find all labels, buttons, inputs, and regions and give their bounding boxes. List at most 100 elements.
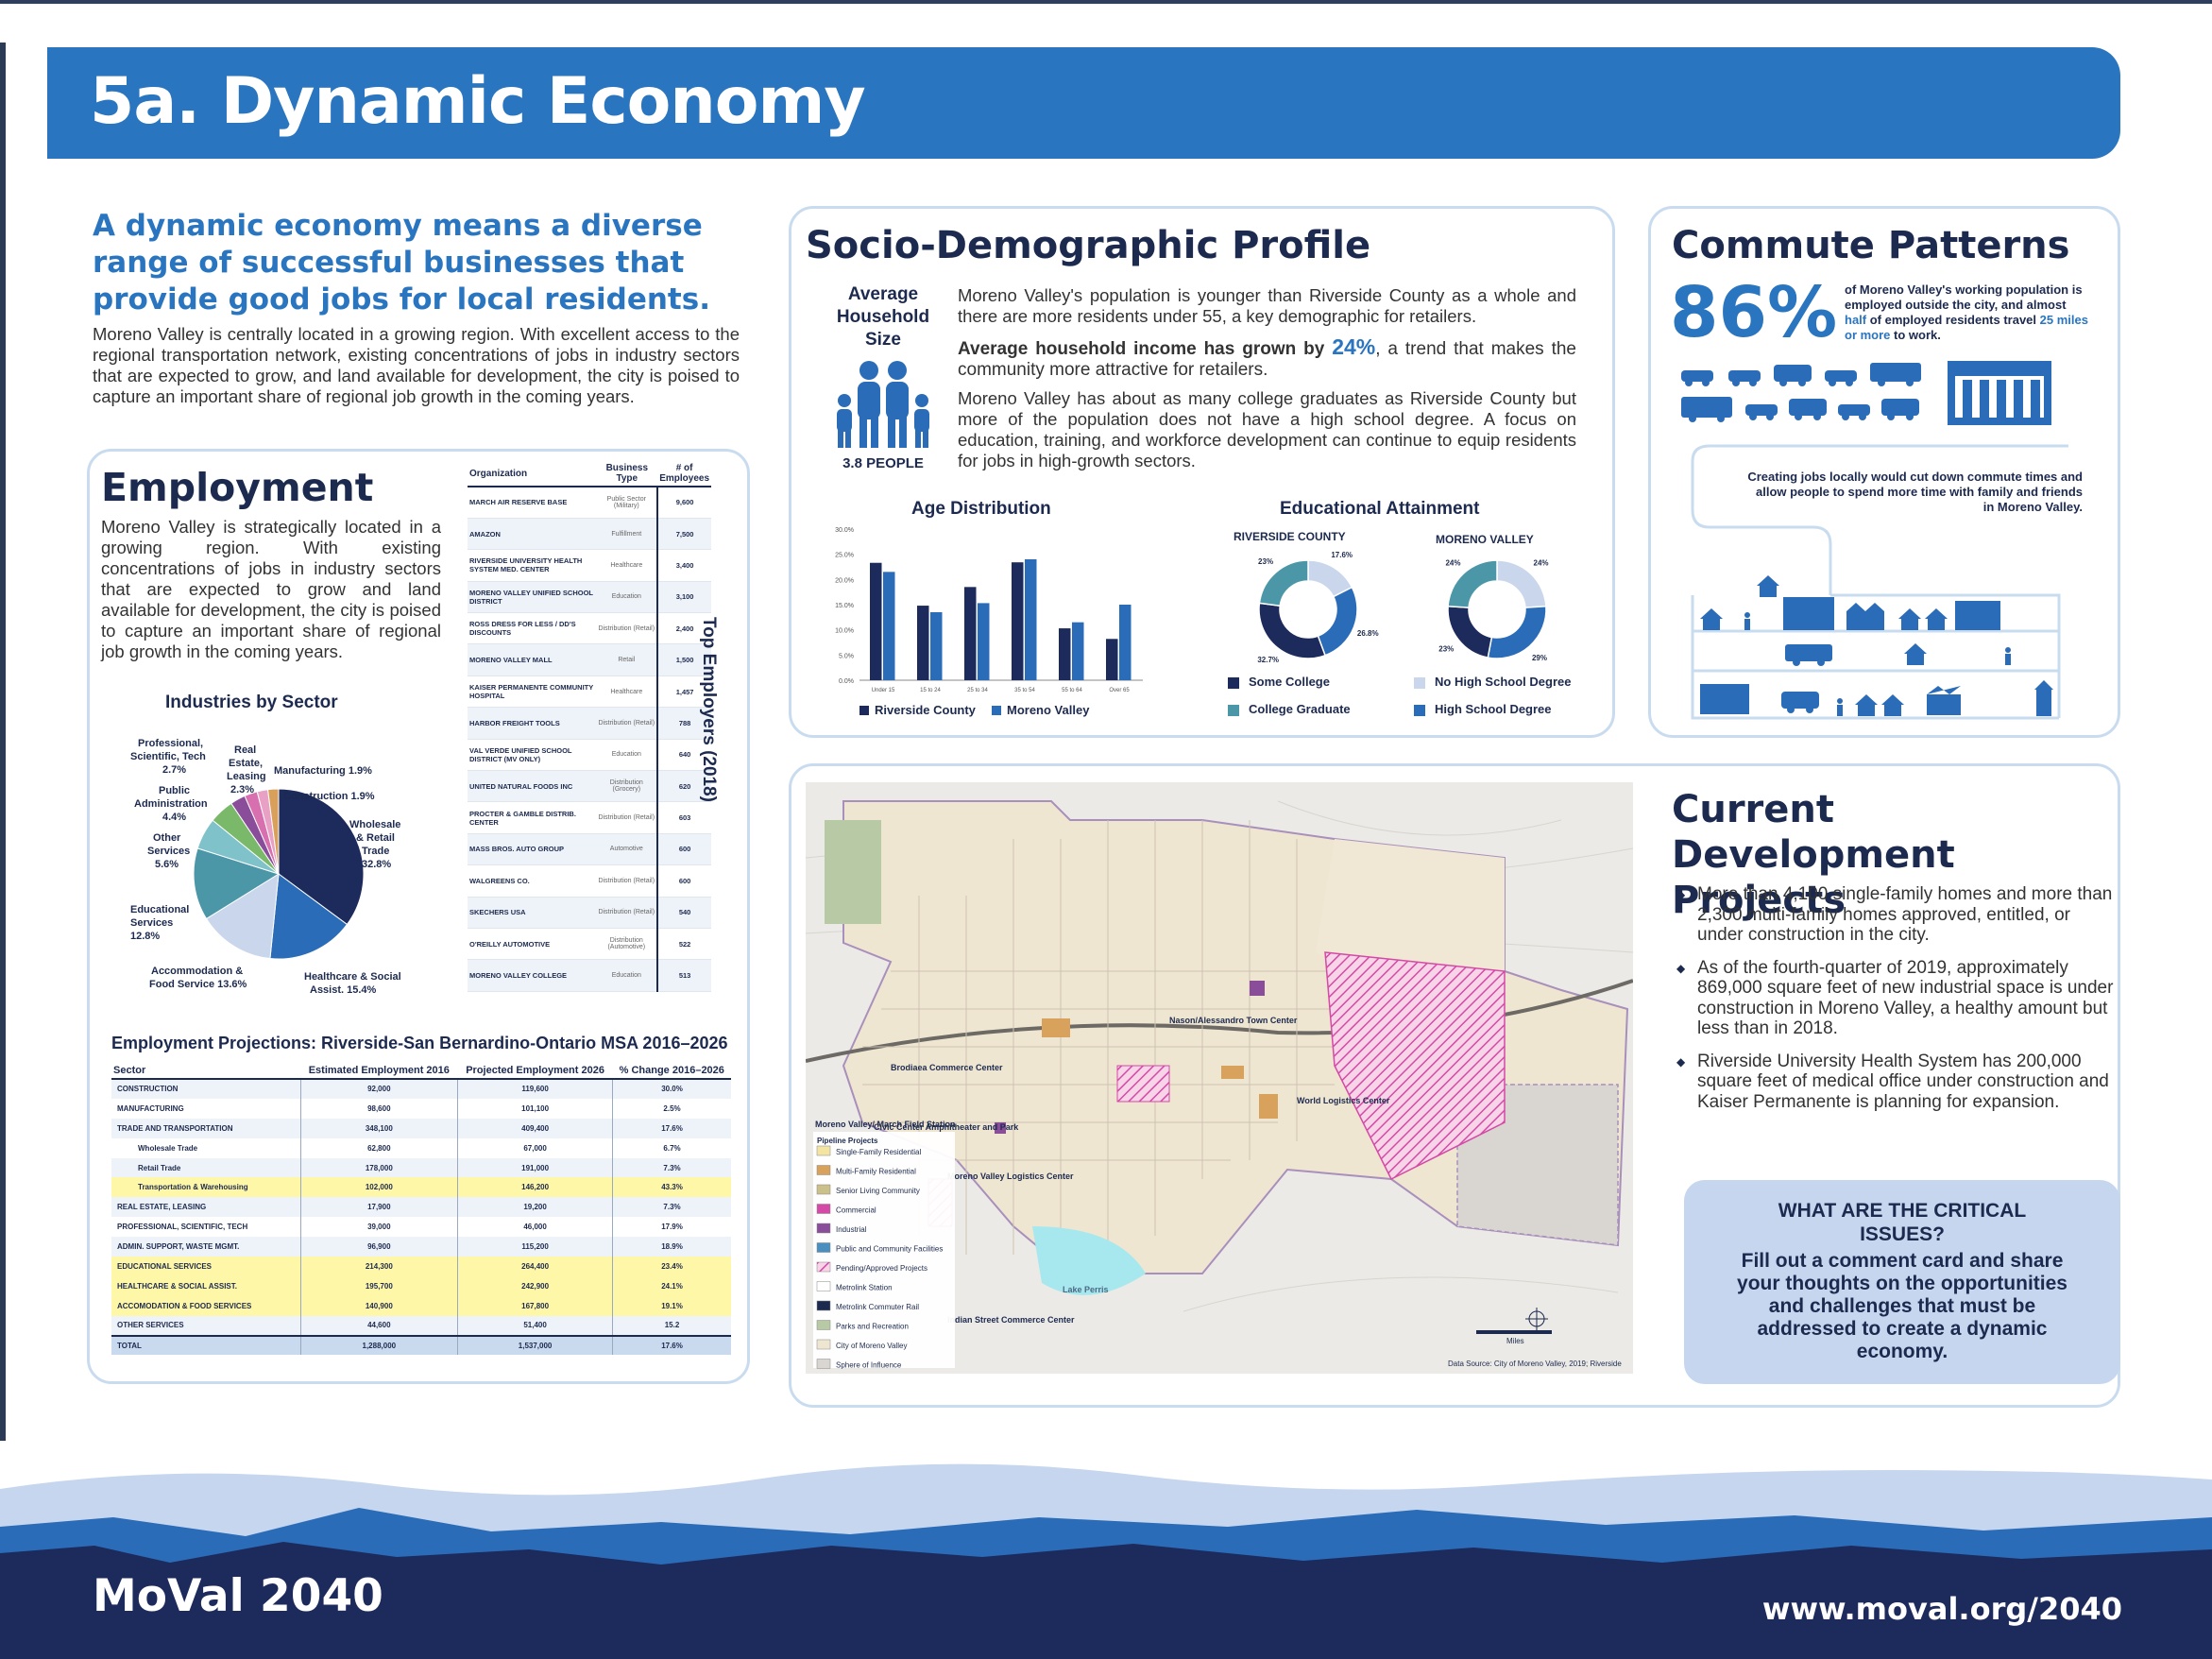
donut-slice: [1317, 586, 1358, 657]
projection-est-2016: 92,000: [299, 1079, 458, 1099]
map-legend-swatch: [816, 1359, 831, 1369]
socio-title: Socio-Demographic Profile: [806, 224, 1371, 267]
pie-label-realestate-2: Estate,: [229, 758, 263, 769]
employer-type: Education: [596, 739, 658, 772]
employer-row: MARCH AIR RESERVE BASE Public Sector (Mil…: [468, 487, 711, 519]
map-legend-swatch: [816, 1204, 831, 1214]
house-icon: [1904, 643, 1927, 665]
house-icon: [1855, 694, 1878, 716]
map-legend-swatch: [816, 1165, 831, 1175]
intro-headline: A dynamic economy means a diverse range …: [93, 209, 710, 316]
donut-value-label: 32.7%: [1257, 656, 1279, 664]
projection-proj-2026: 67,000: [457, 1137, 613, 1158]
projection-row: TRADE AND TRANSPORTATION 348,100 409,400 17…: [111, 1118, 731, 1138]
age-bar: [1072, 622, 1084, 680]
map-legend-label: Multi-Family Residential: [836, 1168, 916, 1176]
legend-swatch: [992, 706, 1001, 715]
projection-change: 24.1%: [612, 1275, 731, 1296]
projection-sector: TRADE AND TRANSPORTATION: [111, 1118, 300, 1138]
townhouse-icon: [1846, 603, 1884, 630]
projection-row: EDUCATIONAL SERVICES 214,300 264,400 23.4%: [111, 1257, 731, 1276]
employer-type: Distribution (Retail): [596, 612, 658, 645]
projection-proj-2026: 51,400: [457, 1315, 613, 1336]
riverside-donut-chart: 17.6% 26.8% 32.7% 23%: [1257, 551, 1378, 664]
employer-row: VAL VERDE UNIFIED SCHOOL DISTRICT (MV ON…: [468, 739, 711, 772]
projection-change: 7.3%: [612, 1197, 731, 1218]
pie-label-education-3: 12.8%: [130, 931, 160, 942]
person-icon: [1744, 612, 1750, 630]
household-size-value: 3.8 PEOPLE: [842, 455, 924, 471]
map-legend-label: Commercial: [836, 1206, 876, 1215]
y-tick-label: 25.0%: [835, 553, 854, 559]
employer-type: Public Sector (Military): [596, 487, 658, 519]
employer-name: ROSS DRESS FOR LESS / DD'S DISCOUNTS: [468, 612, 597, 645]
pie-slice: [266, 788, 280, 875]
van-icon: [1781, 692, 1819, 713]
development-bullet-1: More than 4,100 single-family homes and …: [1676, 884, 2120, 946]
projection-est-2016: 102,000: [299, 1177, 458, 1198]
projection-row: Retail Trade 178,000 191,000 7.3%: [111, 1157, 731, 1178]
projection-row: Wholesale Trade 62,800 67,000 6.7%: [111, 1137, 731, 1158]
pie-label-wholesale: Wholesale: [349, 819, 400, 830]
col-change: % Change 2016–2026: [612, 1063, 731, 1080]
projection-sector: HEALTHCARE & SOCIAL ASSIST.: [111, 1275, 300, 1296]
projection-sector: TOTAL: [111, 1334, 300, 1356]
projection-row: Transportation & Warehousing 102,000 146,2…: [111, 1177, 731, 1198]
projection-sector: MANUFACTURING: [117, 1103, 184, 1113]
employer-count: 7,500: [656, 518, 711, 551]
pie-label-professional-2: Scientific, Tech: [130, 751, 206, 762]
projection-proj-2026: 167,800: [457, 1295, 613, 1316]
employer-type: Distribution (Retail): [596, 864, 658, 898]
y-tick-label: 0.0%: [839, 678, 854, 685]
pie-label-professional: Professional,: [138, 738, 203, 749]
x-tick-label: 35 to 54: [1014, 688, 1035, 693]
projection-row: TOTAL 1,288,000 1,537,000 17.6%: [111, 1334, 731, 1356]
projection-est-2016: 17,900: [299, 1197, 458, 1218]
projection-est-2016: 44,600: [299, 1315, 458, 1336]
employer-type: Fulfillment: [596, 518, 658, 551]
map-legend-swatch: [816, 1261, 831, 1273]
projection-proj-2026: 1,537,000: [457, 1334, 613, 1356]
bus-icon: [1785, 644, 1832, 666]
map-legend-swatch: [816, 1223, 831, 1234]
map-scale: Miles: [1476, 1308, 1552, 1345]
donut-value-label: 23%: [1258, 557, 1273, 566]
donut-value-label: 29%: [1532, 654, 1547, 662]
projection-proj-2026: 264,400: [457, 1257, 613, 1276]
employer-name: VAL VERDE UNIFIED SCHOOL DISTRICT (MV ON…: [468, 739, 597, 772]
age-bar: [870, 562, 882, 680]
map-legend-label: Senior Living Community: [836, 1187, 920, 1195]
map-legend-swatch: [816, 1145, 831, 1156]
projection-row: PROFESSIONAL, SCIENTIFIC, TECH 39,000 46,0…: [111, 1217, 731, 1238]
pie-label-realestate-3: Leasing: [227, 771, 266, 782]
pie-slice: [205, 873, 280, 960]
employer-count: 620: [656, 770, 711, 803]
projection-est-2016: 214,300: [299, 1257, 458, 1276]
income-growth-pct: 24%: [1332, 334, 1376, 359]
employer-name: WALGREENS CO.: [468, 864, 597, 898]
employment-title: Employment: [101, 465, 374, 510]
footer-url[interactable]: www.moval.org/2040: [1761, 1591, 2122, 1627]
commute-card: [1648, 206, 2120, 738]
projection-est-2016: 140,900: [299, 1295, 458, 1316]
house-icon: [1925, 608, 1948, 630]
donut-slice: [1258, 559, 1309, 607]
projection-row: ADMIN. SUPPORT, WASTE MGMT. 96,900 115,200…: [111, 1237, 731, 1257]
employer-count: 600: [656, 864, 711, 898]
donut-slice: [1258, 602, 1327, 659]
map-source: Data Source: City of Moreno Valley, 2019…: [1448, 1360, 1622, 1368]
employer-type: Distribution (Retail): [596, 897, 658, 929]
house-icon: [1898, 608, 1921, 630]
projection-proj-2026: 409,400: [457, 1118, 613, 1138]
office-building-icon: [1955, 601, 2000, 630]
y-tick-label: 10.0%: [835, 628, 854, 635]
employer-type: Retail: [596, 643, 658, 676]
office-building-icon: [1948, 361, 2051, 425]
projection-change: 17.6%: [612, 1334, 731, 1356]
y-tick-label: 30.0%: [835, 527, 854, 534]
projection-sector: Retail Trade: [111, 1157, 300, 1178]
projection-proj-2026: 191,000: [457, 1157, 613, 1178]
employer-type: Distribution (Retail): [596, 707, 658, 740]
age-bar: [978, 603, 990, 680]
employer-type: Healthcare: [596, 676, 658, 709]
